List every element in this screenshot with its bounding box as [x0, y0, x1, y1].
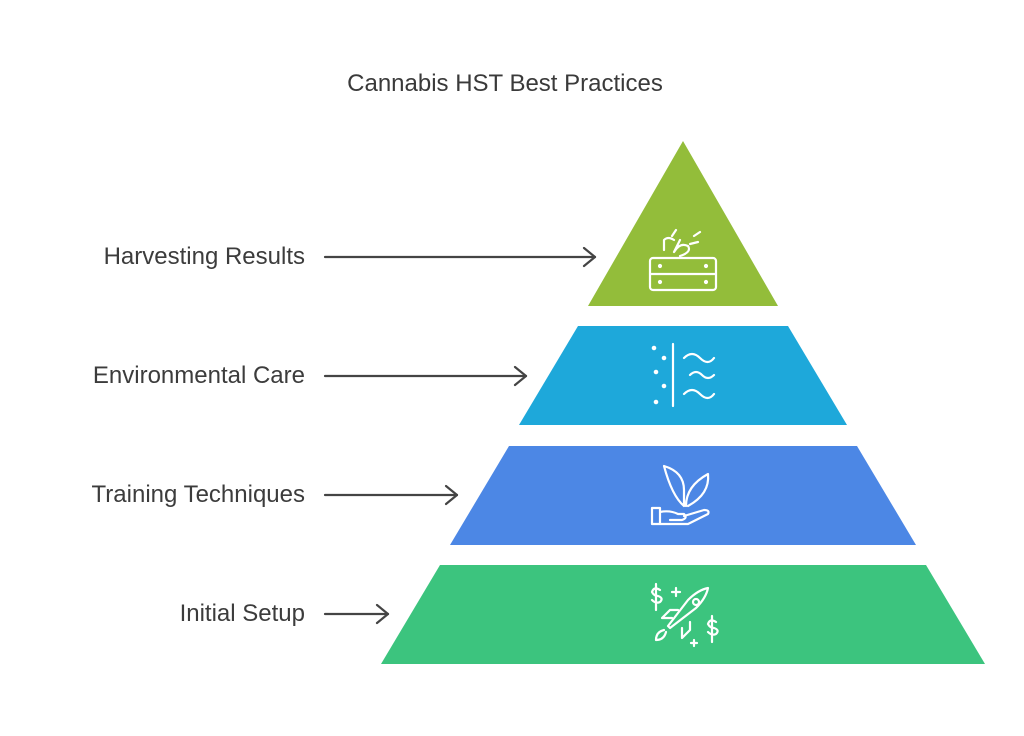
arrow-icon — [323, 246, 597, 268]
arrow-icon — [323, 365, 528, 387]
diagram-title: Cannabis HST Best Practices — [347, 70, 663, 97]
pyramid-level-setup — [381, 565, 985, 664]
pyramid-level-environmental — [519, 326, 847, 425]
pyramid-level-harvesting — [588, 141, 778, 306]
label-environmental-care: Environmental Care — [92, 362, 305, 389]
arrow-icon — [323, 603, 390, 625]
arrow-icon — [323, 484, 459, 506]
hand-plant-icon — [650, 464, 710, 526]
label-initial-setup: Initial Setup — [179, 600, 305, 627]
rocket-money-icon — [650, 582, 719, 648]
air-humidity-icon — [651, 342, 716, 408]
harvest-crate-icon — [648, 228, 718, 292]
label-harvesting-results: Harvesting Results — [103, 243, 305, 270]
label-training-techniques: Training Techniques — [91, 481, 305, 508]
